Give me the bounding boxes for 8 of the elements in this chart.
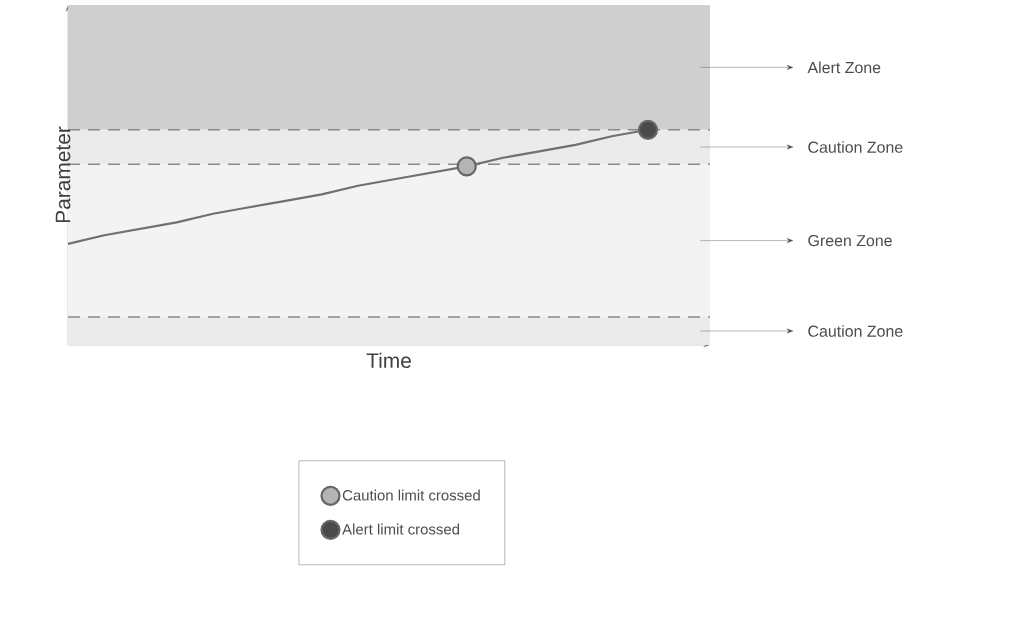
band-label: Caution Zone <box>808 141 903 153</box>
band-label: Alert Zone <box>807 61 881 74</box>
y-axis-title: Parameter <box>55 126 71 223</box>
x-axis-title: Time <box>366 352 411 368</box>
band-label: Caution Zone <box>808 325 903 337</box>
band-label: Green Zone <box>808 234 892 247</box>
legend-label: Alert limit crossed <box>342 523 460 535</box>
legend-label: Caution limit crossed <box>342 489 480 501</box>
